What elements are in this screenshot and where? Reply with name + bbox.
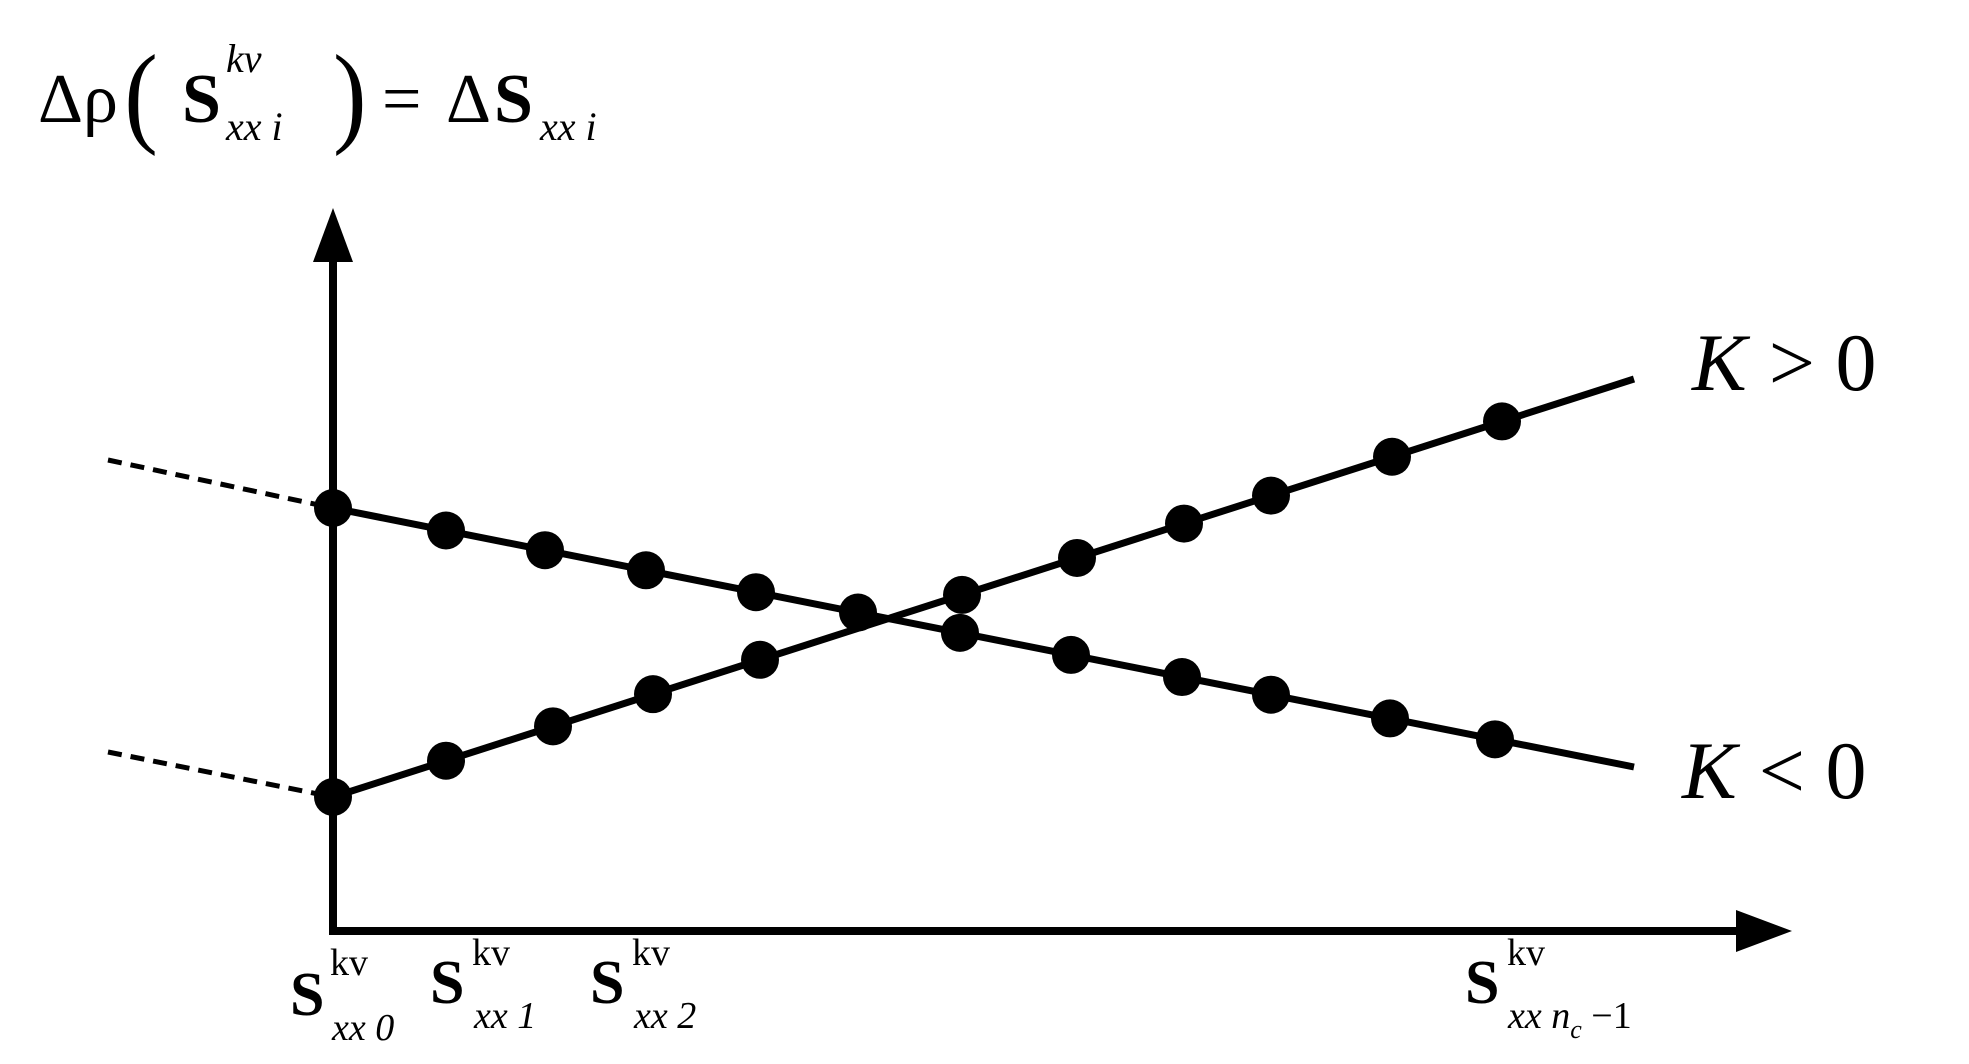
k-negative-point-4: [737, 573, 775, 612]
x-tick-0: S kv xx 0: [290, 942, 394, 1049]
k-negative-point-5: [839, 593, 877, 632]
k-positive-point-10: [1483, 402, 1521, 441]
svg-text:S: S: [290, 961, 324, 1029]
label-k-positive: K > 0: [1691, 317, 1876, 408]
points-k-negative: [314, 489, 1514, 759]
k-positive-point-0: [314, 778, 352, 816]
k-negative-point-9: [1252, 675, 1290, 714]
dashed-extension-lower: [107, 749, 334, 800]
svg-text:kv: kv: [632, 932, 670, 974]
k-positive-point-5: [943, 575, 981, 614]
k-negative-point-6: [941, 613, 979, 652]
k-positive-point-3: [634, 675, 672, 714]
svg-text:S: S: [182, 61, 221, 138]
x-axis-arrowhead: [1736, 910, 1792, 952]
svg-text:xx i: xx i: [225, 104, 283, 149]
svg-text:kv: kv: [226, 36, 262, 81]
y-axis-title: Δρ ( S kv xx i ) = Δ S xx i: [38, 33, 597, 157]
k-negative-point-10: [1371, 699, 1409, 738]
svg-text:kv: kv: [472, 932, 510, 974]
x-tick-2: S kv xx 2: [590, 932, 696, 1037]
points-k-positive: [314, 402, 1521, 816]
svg-text:S: S: [494, 61, 533, 138]
k-negative-point-8: [1163, 658, 1201, 697]
svg-text:Δρ: Δρ: [38, 61, 118, 138]
svg-text:xx 0: xx 0: [331, 1007, 394, 1049]
svg-text:S: S: [590, 949, 624, 1017]
k-positive-point-8: [1252, 476, 1290, 515]
svg-text:(: (: [124, 33, 158, 157]
svg-text:xx i: xx i: [539, 104, 597, 149]
svg-text:=: =: [382, 61, 421, 138]
label-k-negative: K < 0: [1681, 725, 1866, 816]
k-negative-point-1: [427, 511, 465, 550]
svg-text:xx nc −1: xx nc −1: [1507, 995, 1632, 1044]
k-positive-point-6: [1058, 538, 1096, 577]
k-negative-point-3: [627, 551, 665, 590]
k-negative-point-2: [526, 531, 564, 570]
svg-text:xx 1: xx 1: [473, 995, 536, 1037]
k-positive-point-1: [427, 741, 465, 780]
k-negative-point-0: [314, 489, 352, 527]
k-positive-point-4: [741, 640, 779, 679]
svg-text:kv: kv: [330, 942, 368, 984]
k-negative-point-11: [1476, 720, 1514, 759]
svg-text:S: S: [430, 949, 464, 1017]
y-axis-arrowhead: [313, 208, 353, 262]
svg-text:xx 2: xx 2: [633, 995, 696, 1037]
svg-text:kv: kv: [1507, 932, 1545, 974]
k-positive-point-2: [534, 707, 572, 746]
line-k-positive: [331, 375, 1636, 801]
svg-text:S: S: [1465, 949, 1499, 1017]
dashed-extension-upper: [107, 457, 334, 511]
k-positive-point-7: [1165, 504, 1203, 543]
svg-text:): ): [333, 33, 367, 157]
k-negative-point-7: [1052, 635, 1090, 674]
svg-text:Δ: Δ: [446, 61, 491, 138]
x-tick-1: S kv xx 1: [430, 932, 536, 1037]
k-positive-point-9: [1373, 437, 1411, 476]
x-tick-last: S kv xx nc −1: [1465, 932, 1632, 1044]
